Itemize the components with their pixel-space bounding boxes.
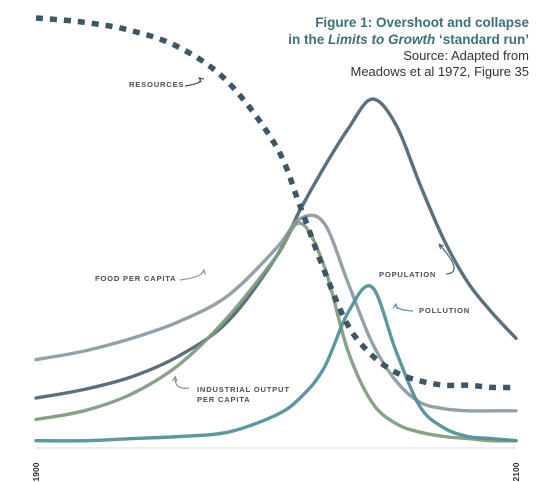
title-line2-prefix: in the: [288, 32, 328, 47]
arrowhead-industrial-output-per-capita: [172, 375, 178, 382]
arrow-food-per-capita: [179, 269, 205, 281]
figure-title-line2: in the Limits to Growth ‘standard run’: [288, 31, 529, 48]
arrow-resources: [184, 77, 202, 87]
x-tick-label-1900: 1900: [31, 462, 41, 481]
arrowhead-resources: [198, 76, 205, 83]
label-industrial-output-per-capita: INDUSTRIAL OUTPUT: [197, 385, 290, 394]
arrowhead-food-per-capita: [200, 268, 207, 275]
title-line2-suffix: ‘standard run’: [435, 32, 529, 47]
arrowhead-pollution: [392, 302, 398, 310]
series-line-food-per-capita: [34, 213, 518, 413]
figure-source-line2: Meadows et al 1972, Figure 35: [350, 64, 530, 79]
arrow-industrial-output-per-capita: [174, 376, 190, 389]
series-line-resources: [35, 15, 517, 391]
label-food-per-capita: FOOD PER CAPITA: [95, 274, 176, 283]
arrow-pollution: [395, 304, 414, 312]
series-line-pollution: [34, 284, 518, 443]
label-population: POPULATION: [379, 270, 436, 279]
figure-title-line1: Figure 1: Overshoot and collapse: [315, 15, 529, 30]
annotation-layer: RESOURCES FOOD PER CAPITA INDUSTRIAL OUTPU…: [95, 76, 470, 404]
label-resources: RESOURCES: [129, 80, 184, 89]
title-line2-italic: Limits to Growth: [327, 32, 436, 47]
label-industrial-output-per-capita-line2: PER CAPITA: [197, 395, 250, 404]
figure-title-block: Figure 1: Overshoot and collapse in the …: [288, 14, 529, 80]
figure-source-line1: Source: Adapted from: [403, 48, 529, 63]
series-layer: [34, 15, 518, 443]
x-tick-label-2100: 2100: [511, 462, 521, 481]
label-pollution: POLLUTION: [419, 306, 470, 315]
arrow-population: [438, 243, 455, 275]
series-line-population: [34, 97, 518, 400]
arrowhead-population: [438, 243, 445, 250]
